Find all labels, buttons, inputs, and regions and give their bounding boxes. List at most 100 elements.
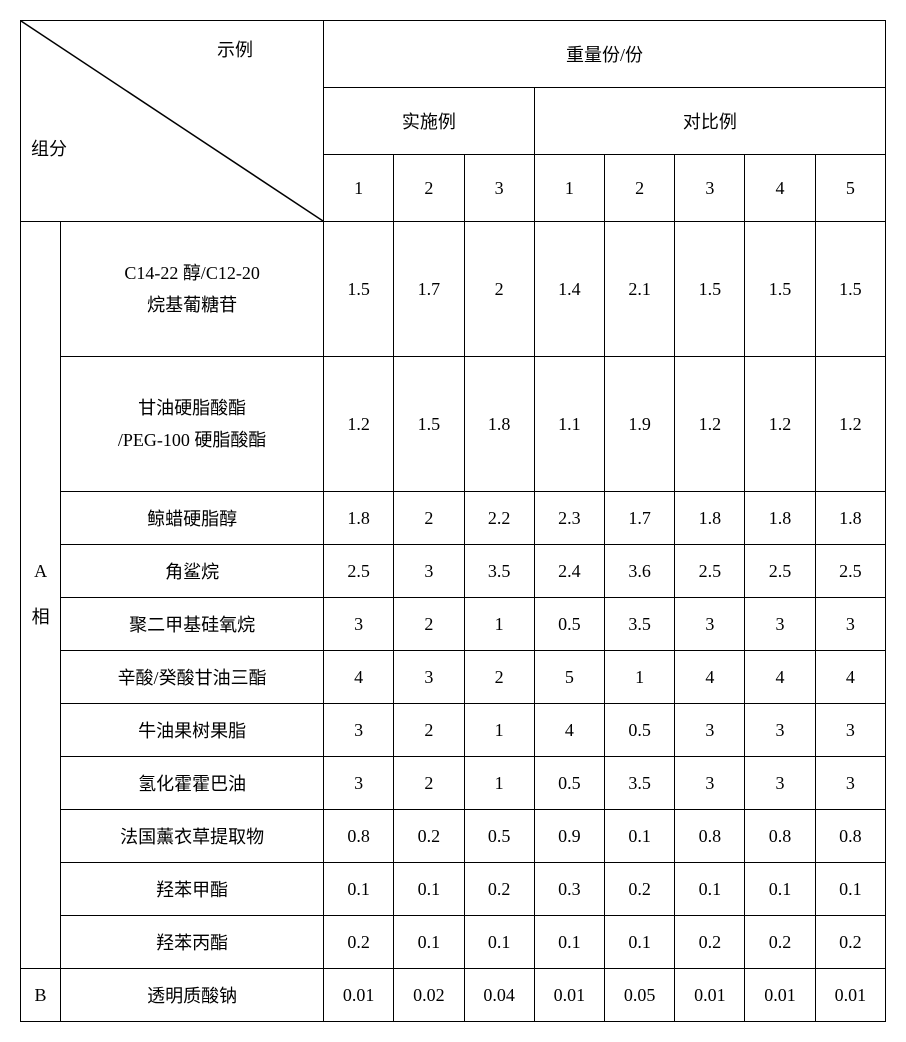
- col-ex-1: 1: [324, 155, 394, 222]
- cell: 2.5: [745, 545, 815, 598]
- cell: 4: [534, 704, 604, 757]
- col-cmp-4: 4: [745, 155, 815, 222]
- cell: 1.8: [324, 492, 394, 545]
- cell: 3: [324, 598, 394, 651]
- cell: 2: [394, 704, 464, 757]
- cell: 0.1: [675, 863, 745, 916]
- cell: 1.2: [745, 357, 815, 492]
- cell: 0.8: [324, 810, 394, 863]
- cell: 3: [815, 704, 885, 757]
- cell: 0.1: [394, 916, 464, 969]
- cell: 3: [324, 757, 394, 810]
- cell: 1.8: [464, 357, 534, 492]
- cell: 3: [745, 704, 815, 757]
- ingredient-name: 聚二甲基硅氧烷: [61, 598, 324, 651]
- cell: 1.2: [675, 357, 745, 492]
- cell: 0.2: [464, 863, 534, 916]
- header-weight-parts: 重量份/份: [324, 21, 886, 88]
- cell: 0.2: [745, 916, 815, 969]
- cell: 0.2: [394, 810, 464, 863]
- cell: 0.1: [464, 916, 534, 969]
- cell: 0.8: [675, 810, 745, 863]
- cell: 0.04: [464, 969, 534, 1022]
- cell: 0.2: [324, 916, 394, 969]
- cell: 2: [464, 222, 534, 357]
- cell: 3: [394, 545, 464, 598]
- col-cmp-1: 1: [534, 155, 604, 222]
- cell: 2.3: [534, 492, 604, 545]
- cell: 3.5: [604, 757, 674, 810]
- cell: 2: [394, 492, 464, 545]
- cell: 1.5: [745, 222, 815, 357]
- cell: 0.01: [815, 969, 885, 1022]
- ingredient-name: C14-22 醇/C12-20烷基葡糖苷: [61, 222, 324, 357]
- cell: 1.7: [394, 222, 464, 357]
- cell: 0.02: [394, 969, 464, 1022]
- cell: 4: [675, 651, 745, 704]
- cell: 2.5: [815, 545, 885, 598]
- cell: 0.01: [675, 969, 745, 1022]
- cell: 1.5: [324, 222, 394, 357]
- cell: 0.2: [815, 916, 885, 969]
- col-cmp-2: 2: [604, 155, 674, 222]
- cell: 0.1: [604, 916, 674, 969]
- cell: 0.5: [534, 598, 604, 651]
- cell: 3: [394, 651, 464, 704]
- cell: 5: [534, 651, 604, 704]
- phase-b-label: B: [21, 969, 61, 1022]
- cell: 0.01: [324, 969, 394, 1022]
- ingredient-name: 牛油果树果脂: [61, 704, 324, 757]
- cell: 3: [675, 704, 745, 757]
- ingredient-name: 角鲨烷: [61, 545, 324, 598]
- cell: 0.1: [394, 863, 464, 916]
- cell: 1.5: [394, 357, 464, 492]
- cell: 2.1: [604, 222, 674, 357]
- cell: 2.5: [675, 545, 745, 598]
- phase-a-label: A相: [21, 222, 61, 969]
- cell: 0.2: [604, 863, 674, 916]
- cell: 1.8: [745, 492, 815, 545]
- cell: 1.4: [534, 222, 604, 357]
- cell: 2: [394, 757, 464, 810]
- cell: 0.1: [745, 863, 815, 916]
- ingredient-name: 辛酸/癸酸甘油三酯: [61, 651, 324, 704]
- cell: 0.05: [604, 969, 674, 1022]
- col-cmp-5: 5: [815, 155, 885, 222]
- cell: 2.4: [534, 545, 604, 598]
- ingredient-name: 羟苯甲酯: [61, 863, 324, 916]
- header-compare-group: 对比例: [534, 88, 885, 155]
- ingredient-name: 羟苯丙酯: [61, 916, 324, 969]
- cell: 0.01: [745, 969, 815, 1022]
- header-example-group: 实施例: [324, 88, 535, 155]
- cell: 1: [464, 757, 534, 810]
- cell: 0.5: [604, 704, 674, 757]
- cell: 1.2: [324, 357, 394, 492]
- cell: 3: [324, 704, 394, 757]
- col-ex-3: 3: [464, 155, 534, 222]
- cell: 0.5: [534, 757, 604, 810]
- cell: 1.9: [604, 357, 674, 492]
- formulation-table: 示例 组分 重量份/份 实施例 对比例 1 2 3 1 2 3 4 5 A相 C…: [20, 20, 886, 1022]
- cell: 1: [464, 704, 534, 757]
- diag-label-example: 示例: [217, 36, 253, 62]
- cell: 0.1: [604, 810, 674, 863]
- cell: 1: [464, 598, 534, 651]
- cell: 1.2: [815, 357, 885, 492]
- diagonal-header-cell: 示例 组分: [21, 21, 324, 222]
- ingredient-name: 甘油硬脂酸酯/PEG-100 硬脂酸酯: [61, 357, 324, 492]
- cell: 4: [745, 651, 815, 704]
- cell: 1.8: [815, 492, 885, 545]
- cell: 0.1: [324, 863, 394, 916]
- cell: 3: [675, 598, 745, 651]
- cell: 1.1: [534, 357, 604, 492]
- ingredient-name: 氢化霍霍巴油: [61, 757, 324, 810]
- cell: 0.01: [534, 969, 604, 1022]
- cell: 0.1: [815, 863, 885, 916]
- cell: 0.9: [534, 810, 604, 863]
- cell: 1.7: [604, 492, 674, 545]
- ingredient-name: 鲸蜡硬脂醇: [61, 492, 324, 545]
- cell: 1.5: [815, 222, 885, 357]
- cell: 3: [815, 757, 885, 810]
- cell: 0.5: [464, 810, 534, 863]
- diag-label-component: 组分: [31, 135, 67, 161]
